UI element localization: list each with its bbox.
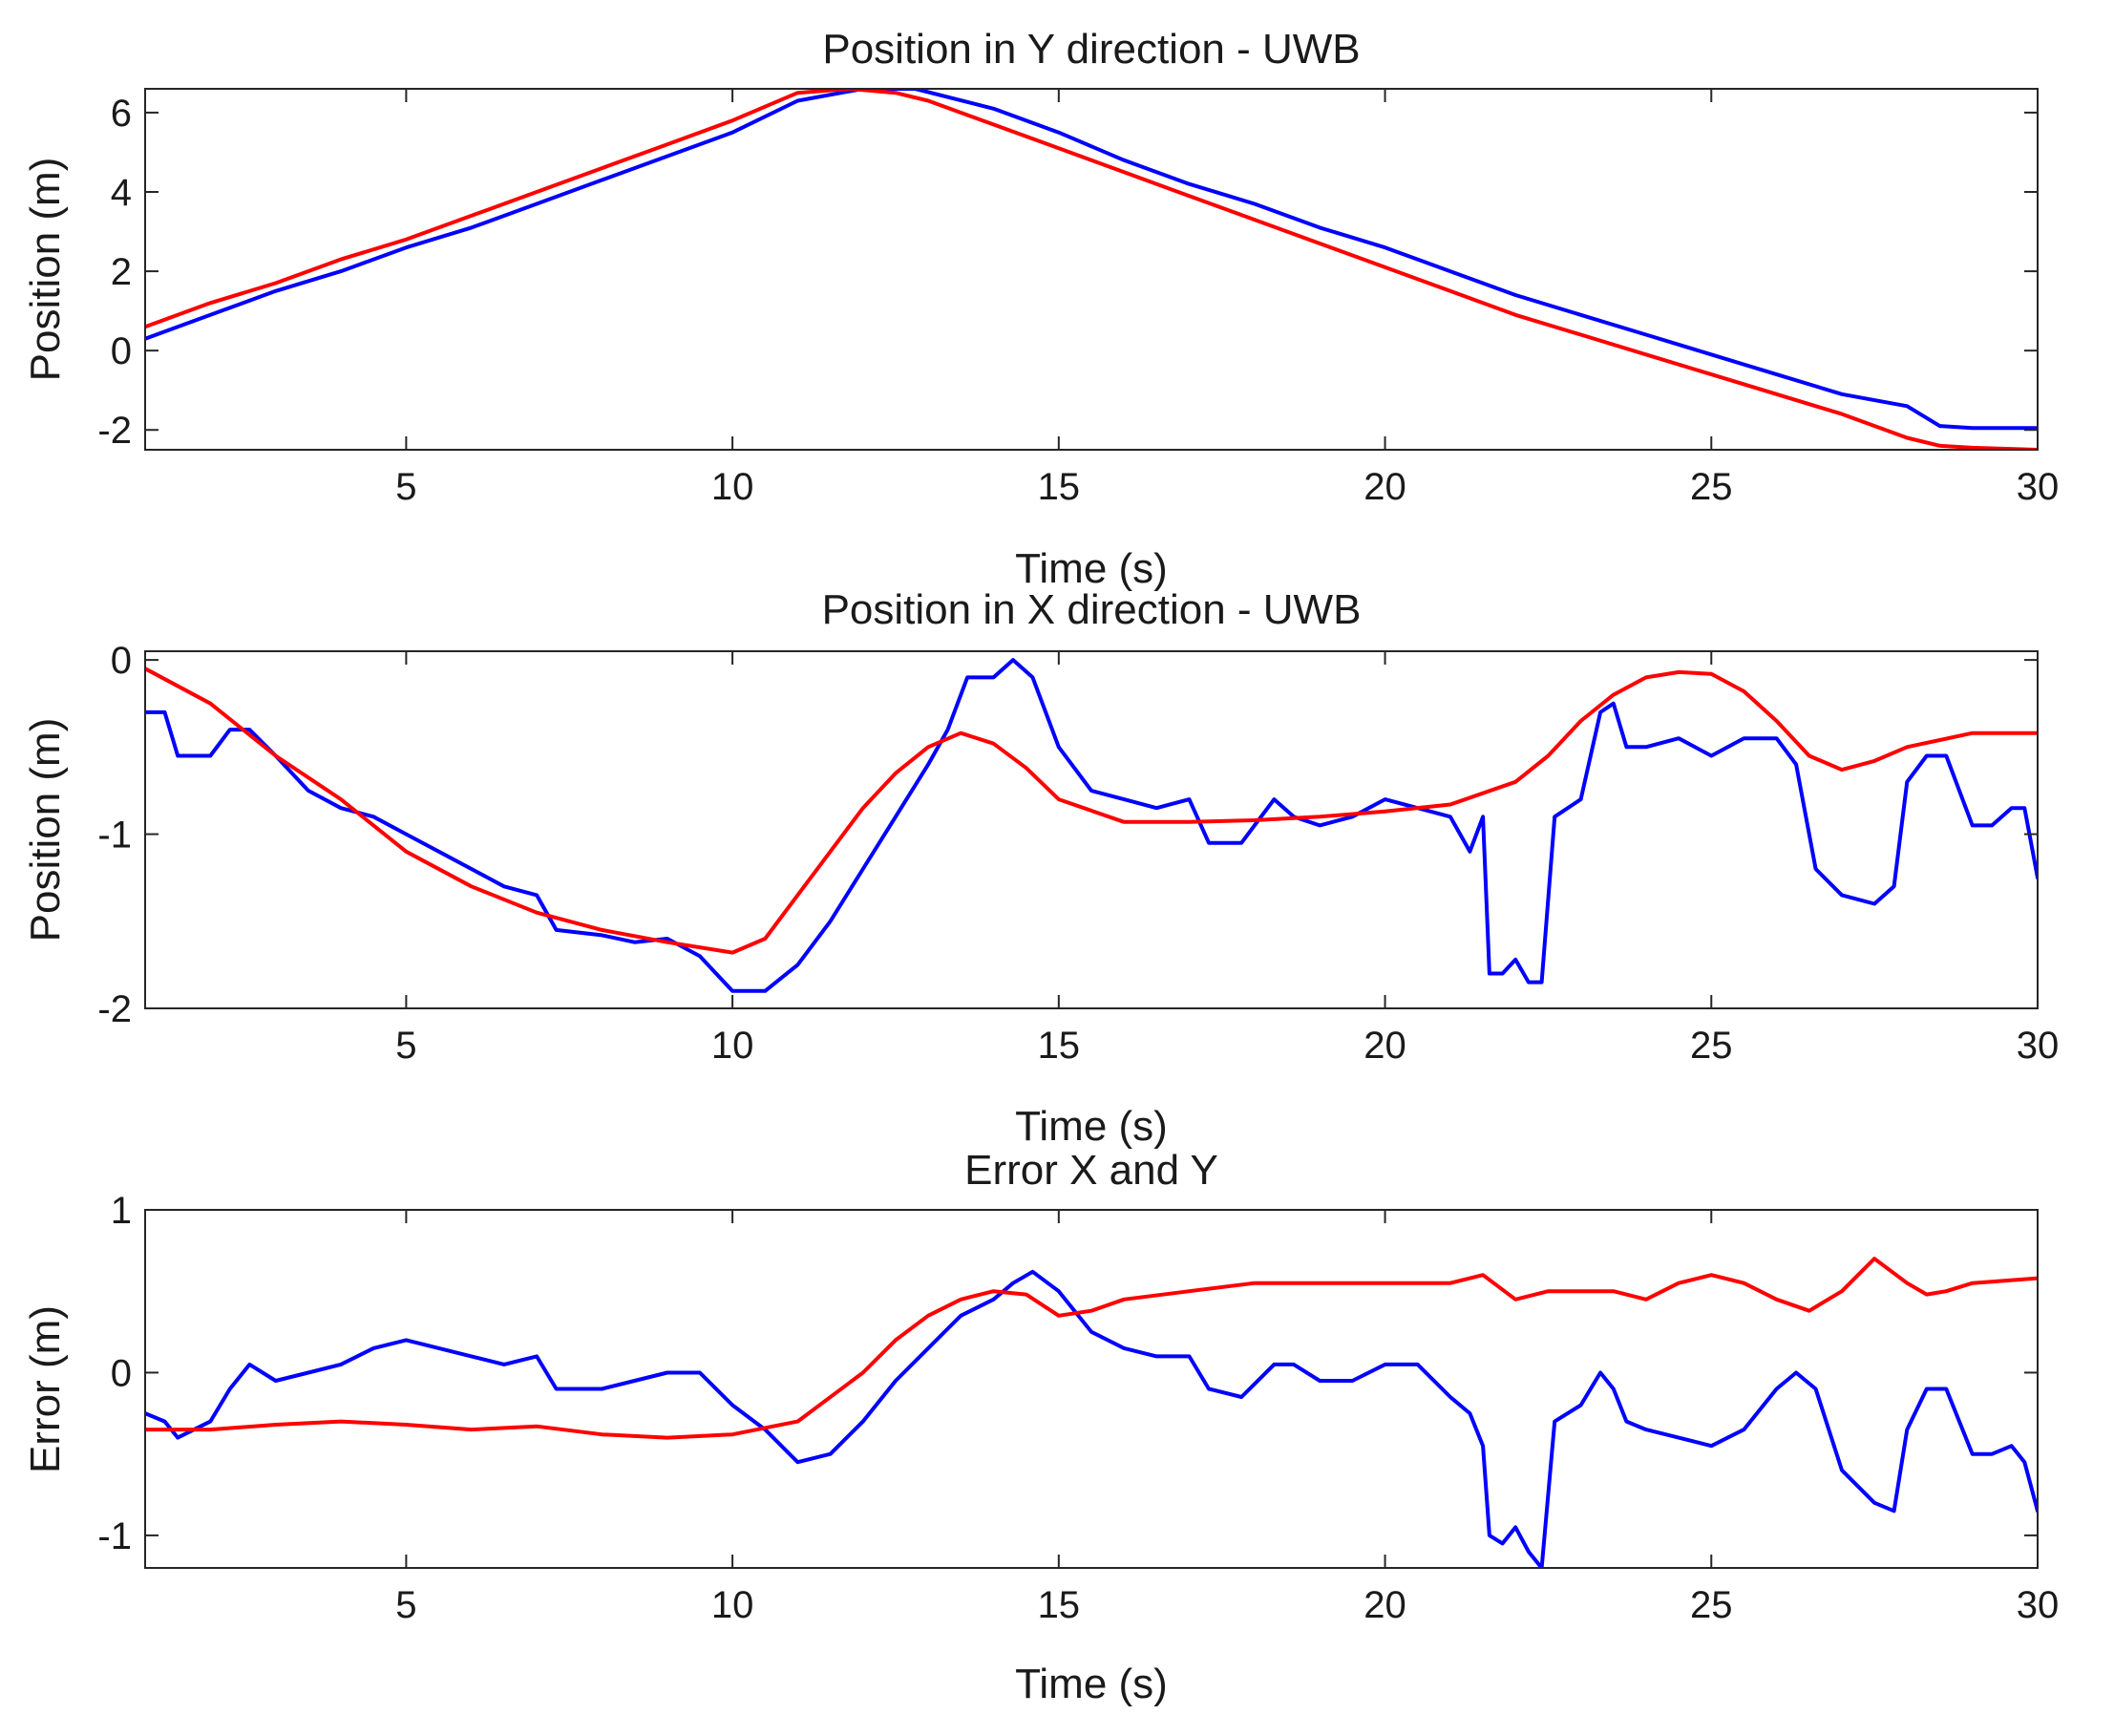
x-axis-label: Time (s)	[1015, 1661, 1168, 1707]
chart-title: Error X and Y	[964, 1147, 1218, 1194]
y-axis-label: Position (m)	[22, 718, 69, 942]
x-tick-label: 5	[395, 1584, 416, 1626]
series-line-estimate	[145, 658, 2038, 993]
subplot-x-position: Position in X direction - UWB Time (s) P…	[22, 586, 2059, 1150]
x-tick-label: 30	[2017, 466, 2060, 508]
x-tick-label: 20	[1364, 466, 1406, 508]
y-tick-label: 4	[111, 172, 132, 214]
x-tick-label: 15	[1038, 466, 1081, 508]
x-tick-label: 20	[1364, 1025, 1406, 1067]
y-tick-label: 0	[111, 1352, 132, 1394]
x-tick-label: 25	[1690, 466, 1733, 508]
x-tick-label: 10	[711, 1025, 754, 1067]
y-tick-label: 2	[111, 251, 132, 293]
x-tick-label: 5	[395, 1025, 416, 1067]
series-line-estimate	[145, 89, 2038, 431]
x-tick-label: 20	[1364, 1584, 1406, 1626]
series-line-error-x	[145, 1269, 2038, 1568]
y-tick-label: -2	[97, 410, 132, 452]
y-tick-label: 0	[111, 640, 132, 682]
plot-frame	[144, 1209, 2039, 1569]
y-tick-label: -2	[97, 988, 132, 1030]
x-tick-label: 30	[2017, 1025, 2060, 1067]
x-tick-label: 10	[711, 1584, 754, 1626]
subplot-y-position: Position in Y direction - UWB Time (s) P…	[22, 26, 2059, 592]
chart-title: Position in X direction - UWB	[822, 586, 1362, 633]
x-tick-label: 15	[1038, 1025, 1081, 1067]
x-tick-label: 10	[711, 466, 754, 508]
y-tick-label: 6	[111, 93, 132, 135]
chart-title: Position in Y direction - UWB	[822, 26, 1360, 73]
x-tick-label: 25	[1690, 1025, 1733, 1067]
y-axis-label: Error (m)	[22, 1305, 69, 1473]
x-tick-label: 5	[395, 466, 416, 508]
y-tick-label: 0	[111, 330, 132, 372]
subplot-error: Error X and Y Time (s) Error (m) 5 10 15 20…	[22, 1147, 2059, 1707]
x-tick-label: 25	[1690, 1584, 1733, 1626]
series-line-reference	[145, 89, 2038, 450]
series-line-reference	[145, 667, 2038, 955]
y-tick-label: -1	[97, 1515, 132, 1557]
y-tick-label: -1	[97, 815, 132, 857]
y-tick-label: 1	[111, 1190, 132, 1232]
series-line-error-y	[145, 1257, 2038, 1440]
x-axis-label: Time (s)	[1015, 545, 1168, 592]
x-tick-label: 30	[2017, 1584, 2060, 1626]
y-axis-label: Position (m)	[22, 158, 69, 382]
plot-frame	[144, 650, 2039, 1009]
plot-frame	[144, 88, 2039, 451]
x-tick-label: 15	[1038, 1584, 1081, 1626]
x-axis-label: Time (s)	[1015, 1103, 1168, 1150]
